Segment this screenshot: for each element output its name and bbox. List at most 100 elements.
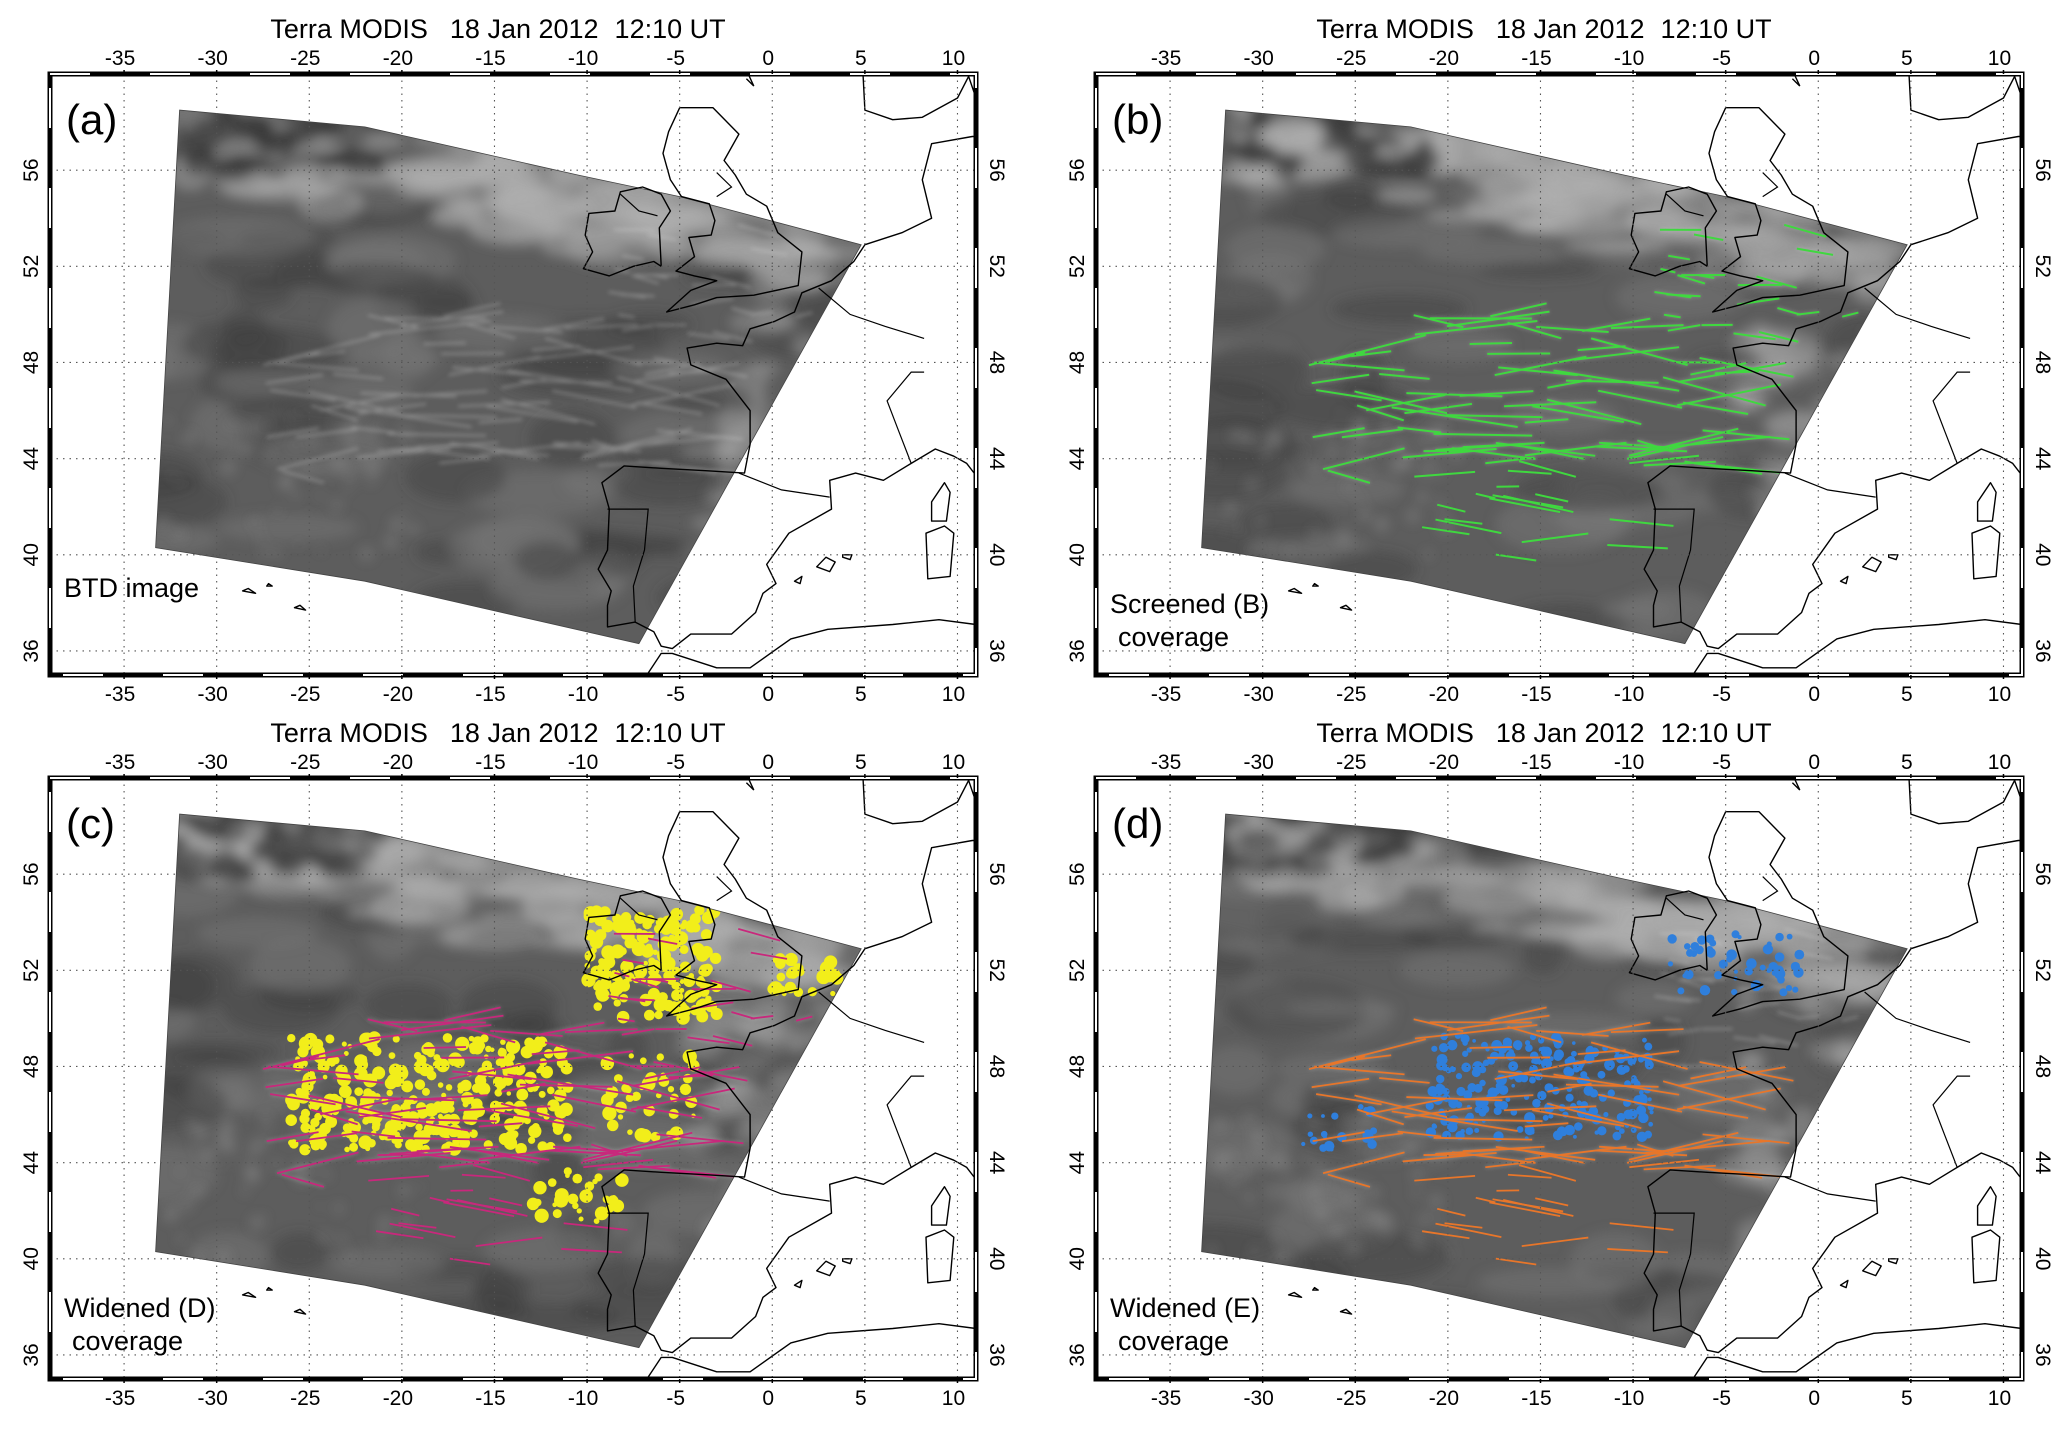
lat-tick-left: 56 xyxy=(1066,862,1089,885)
lat-tick-left: 56 xyxy=(20,862,43,885)
title-time: 12:10 UT xyxy=(1661,718,1772,748)
lat-tick-right: 44 xyxy=(985,447,1008,471)
title-time: 12:10 UT xyxy=(615,14,726,44)
lon-tick-top: 0 xyxy=(1808,751,1820,774)
title-date: 18 Jan 2012 xyxy=(1496,14,1645,44)
axis-labels: -35 -35 -30 -30 -25 -25 -20 -20 -15 -15 -10 -10 -5 -5… xyxy=(20,751,1008,1410)
lon-tick-bottom: -10 xyxy=(568,1387,598,1410)
lon-tick-bottom: 10 xyxy=(942,683,965,706)
title-date: 18 Jan 2012 xyxy=(450,718,599,748)
lat-tick-left: 36 xyxy=(20,1343,43,1366)
lon-tick-bottom: -30 xyxy=(198,683,228,706)
title-time: 12:10 UT xyxy=(615,718,726,748)
title-instrument: Terra MODIS xyxy=(270,14,428,44)
lat-tick-right: 56 xyxy=(985,158,1008,181)
lon-tick-bottom: -35 xyxy=(105,683,135,706)
lon-tick-top: -15 xyxy=(1521,47,1551,70)
lon-tick-bottom: -15 xyxy=(1521,683,1551,706)
panel-caption: Screened (B) coverage xyxy=(1110,589,1269,652)
lon-tick-bottom: 10 xyxy=(942,1387,965,1410)
lon-tick-top: -35 xyxy=(105,751,135,774)
graticule xyxy=(1096,74,2022,675)
lon-tick-bottom: -25 xyxy=(290,1387,320,1410)
lat-tick-left: 56 xyxy=(20,158,43,181)
lon-tick-top: -15 xyxy=(475,751,505,774)
lon-tick-top: -10 xyxy=(1614,751,1644,774)
lon-tick-bottom: -20 xyxy=(1429,1387,1459,1410)
lon-tick-bottom: 0 xyxy=(762,683,774,706)
lat-tick-right: 56 xyxy=(985,862,1008,885)
lon-tick-top: 5 xyxy=(1901,751,1913,774)
btd-image-swath xyxy=(1201,110,1908,644)
lat-tick-left: 36 xyxy=(20,639,43,662)
lon-tick-top: -35 xyxy=(105,47,135,70)
axis-labels: -35 -35 -30 -30 -25 -25 -20 -20 -15 -15 -10 -10 -5 -5… xyxy=(1066,47,2054,706)
lon-tick-top: 10 xyxy=(942,47,965,70)
lat-tick-right: 40 xyxy=(985,543,1008,566)
lon-tick-top: -25 xyxy=(1336,751,1366,774)
graticule xyxy=(50,778,976,1379)
lat-tick-right: 36 xyxy=(2031,1343,2054,1366)
panel-caption: BTD image xyxy=(64,573,199,603)
lon-tick-top: 5 xyxy=(855,751,867,774)
lon-tick-top: -25 xyxy=(290,751,320,774)
lon-tick-bottom: -15 xyxy=(1521,1387,1551,1410)
lon-tick-bottom: 0 xyxy=(1808,1387,1820,1410)
lon-tick-bottom: -20 xyxy=(1429,683,1459,706)
lat-tick-right: 44 xyxy=(2031,447,2054,471)
lon-tick-top: -10 xyxy=(1614,47,1644,70)
panel-letter: (a) xyxy=(66,96,117,143)
lon-tick-top: 10 xyxy=(1988,47,2011,70)
lon-tick-top: -5 xyxy=(1712,47,1731,70)
lon-tick-bottom: -15 xyxy=(475,1387,505,1410)
lon-tick-bottom: -10 xyxy=(568,683,598,706)
lat-tick-left: 52 xyxy=(20,255,43,278)
lon-tick-top: -30 xyxy=(1244,47,1274,70)
lat-tick-right: 52 xyxy=(985,255,1008,278)
lat-tick-right: 48 xyxy=(985,351,1008,374)
lon-tick-bottom: 0 xyxy=(1808,683,1820,706)
map-area xyxy=(1096,778,2022,1379)
lon-tick-top: -10 xyxy=(568,47,598,70)
lon-tick-top: -30 xyxy=(1244,751,1274,774)
lat-tick-left: 48 xyxy=(20,351,43,374)
lon-tick-bottom: 5 xyxy=(1901,1387,1913,1410)
title-instrument: Terra MODIS xyxy=(1316,718,1474,748)
lat-tick-right: 56 xyxy=(2031,158,2054,181)
lon-tick-bottom: -5 xyxy=(1712,683,1731,706)
lon-tick-bottom: -5 xyxy=(666,1387,685,1410)
lon-tick-bottom: -35 xyxy=(1151,683,1181,706)
lat-tick-left: 48 xyxy=(1066,1055,1089,1078)
lat-tick-left: 44 xyxy=(1066,1151,1089,1175)
title-date: 18 Jan 2012 xyxy=(450,14,599,44)
lon-tick-top: -25 xyxy=(1336,47,1366,70)
lat-tick-left: 52 xyxy=(1066,959,1089,982)
lat-tick-right: 40 xyxy=(2031,1247,2054,1270)
lon-tick-bottom: 5 xyxy=(855,683,867,706)
lon-tick-top: -25 xyxy=(290,47,320,70)
lon-tick-top: -30 xyxy=(198,47,228,70)
lon-tick-bottom: -20 xyxy=(383,1387,413,1410)
map-panel-b: Terra MODIS 18 Jan 2012 12:10 UT-35-35-30-… xyxy=(1066,14,2054,706)
lat-tick-left: 56 xyxy=(1066,158,1089,181)
lat-tick-right: 36 xyxy=(985,639,1008,662)
title-date: 18 Jan 2012 xyxy=(1496,718,1645,748)
lon-tick-bottom: -30 xyxy=(198,1387,228,1410)
graticule xyxy=(50,74,976,675)
lat-tick-right: 52 xyxy=(2031,959,2054,982)
map-area xyxy=(1096,74,2022,675)
title-instrument: Terra MODIS xyxy=(270,718,428,748)
lon-tick-top: -15 xyxy=(475,47,505,70)
lon-tick-bottom: 10 xyxy=(1988,683,2011,706)
lon-tick-top: 0 xyxy=(762,47,774,70)
contrail-overlay xyxy=(1301,930,1805,1266)
panel-title: Terra MODIS 18 Jan 2012 12:10 UT xyxy=(270,718,725,748)
lat-tick-right: 48 xyxy=(985,1055,1008,1078)
lon-tick-top: 10 xyxy=(1988,751,2011,774)
lon-tick-top: -5 xyxy=(666,47,685,70)
lat-tick-left: 40 xyxy=(20,1247,43,1270)
lon-tick-top: -15 xyxy=(1521,751,1551,774)
lat-tick-right: 52 xyxy=(985,959,1008,982)
map-area xyxy=(50,778,976,1379)
lat-tick-right: 44 xyxy=(985,1151,1008,1175)
